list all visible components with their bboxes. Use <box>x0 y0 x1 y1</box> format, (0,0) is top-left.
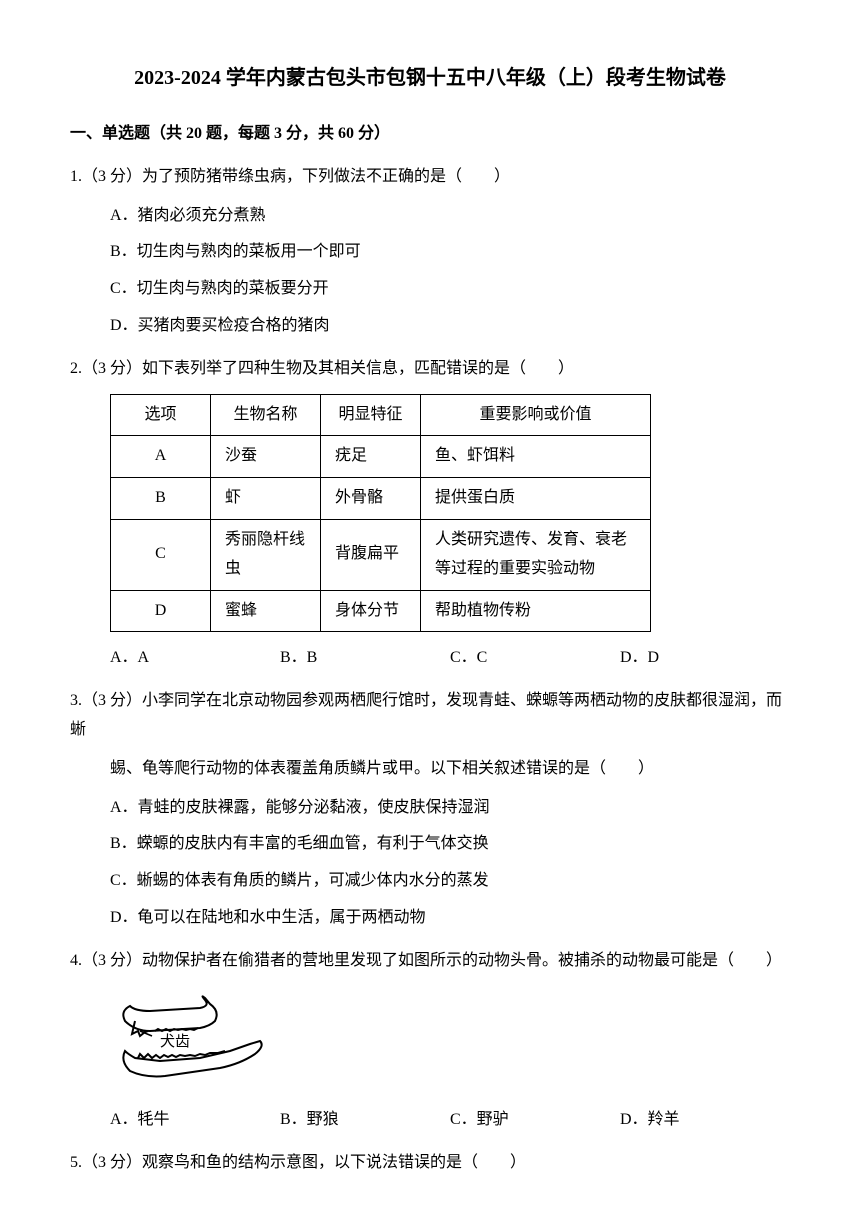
q2-table: 选项 生物名称 明显特征 重要影响或价值 A 沙蚕 疣足 鱼、虾饵料 B 虾 外… <box>110 394 651 633</box>
skull-icon: 犬齿 <box>110 986 290 1086</box>
question-text: 4.（3 分）动物保护者在偷猎者的营地里发现了如图所示的动物头骨。被捕杀的动物最… <box>70 947 790 976</box>
table-cell: 提供蛋白质 <box>421 478 651 520</box>
option-c: C．切生肉与熟肉的菜板要分开 <box>110 275 790 304</box>
option-a: A．青蛙的皮肤裸露，能够分泌黏液，使皮肤保持湿润 <box>110 794 790 823</box>
table-cell: 帮助植物传粉 <box>421 590 651 632</box>
option-c: C．野驴 <box>450 1106 620 1135</box>
question-text-line1: 3.（3 分）小李同学在北京动物园参观两栖爬行馆时，发现青蛙、蝾螈等两栖动物的皮… <box>70 687 790 745</box>
table-cell: 沙蚕 <box>211 436 321 478</box>
table-row: A 沙蚕 疣足 鱼、虾饵料 <box>111 436 651 478</box>
table-cell: 疣足 <box>321 436 421 478</box>
option-a: A．猪肉必须充分煮熟 <box>110 202 790 231</box>
table-header: 选项 <box>111 394 211 436</box>
question-text: 5.（3 分）观察鸟和鱼的结构示意图，以下说法错误的是（ ） <box>70 1149 790 1178</box>
table-row: D 蜜蜂 身体分节 帮助植物传粉 <box>111 590 651 632</box>
option-c: C．蜥蜴的体表有角质的鳞片，可减少体内水分的蒸发 <box>110 867 790 896</box>
question-5: 5.（3 分）观察鸟和鱼的结构示意图，以下说法错误的是（ ） <box>70 1149 790 1178</box>
option-a: A．牦牛 <box>110 1106 280 1135</box>
table-cell: A <box>111 436 211 478</box>
table-header-row: 选项 生物名称 明显特征 重要影响或价值 <box>111 394 651 436</box>
option-d: D．D <box>620 644 790 673</box>
table-header: 明显特征 <box>321 394 421 436</box>
question-1: 1.（3 分）为了预防猪带绦虫病，下列做法不正确的是（ ） A．猪肉必须充分煮熟… <box>70 163 790 341</box>
exam-title: 2023-2024 学年内蒙古包头市包钢十五中八年级（上）段考生物试卷 <box>70 60 790 96</box>
option-c: C．C <box>450 644 620 673</box>
option-b: B．野狼 <box>280 1106 450 1135</box>
table-cell: C <box>111 519 211 590</box>
question-text-line2: 蜴、龟等爬行动物的体表覆盖角质鳞片或甲。以下相关叙述错误的是（ ） <box>110 755 790 784</box>
table-cell: 外骨骼 <box>321 478 421 520</box>
table-cell: 身体分节 <box>321 590 421 632</box>
option-b: B．B <box>280 644 450 673</box>
skull-diagram: 犬齿 <box>110 986 790 1097</box>
table-row: B 虾 外骨骼 提供蛋白质 <box>111 478 651 520</box>
table-cell: 背腹扁平 <box>321 519 421 590</box>
option-d: D．买猪肉要买检疫合格的猪肉 <box>110 312 790 341</box>
table-cell: 蜜蜂 <box>211 590 321 632</box>
skull-label: 犬齿 <box>160 1033 190 1050</box>
question-2: 2.（3 分）如下表列举了四种生物及其相关信息，匹配错误的是（ ） 选项 生物名… <box>70 355 790 673</box>
table-row: C 秀丽隐杆线虫 背腹扁平 人类研究遗传、发育、衰老等过程的重要实验动物 <box>111 519 651 590</box>
table-cell: 秀丽隐杆线虫 <box>211 519 321 590</box>
options-row: A．A B．B C．C D．D <box>110 644 790 673</box>
table-cell: 人类研究遗传、发育、衰老等过程的重要实验动物 <box>421 519 651 590</box>
question-text: 1.（3 分）为了预防猪带绦虫病，下列做法不正确的是（ ） <box>70 163 790 192</box>
question-3: 3.（3 分）小李同学在北京动物园参观两栖爬行馆时，发现青蛙、蝾螈等两栖动物的皮… <box>70 687 790 933</box>
option-b: B．蝾螈的皮肤内有丰富的毛细血管，有利于气体交换 <box>110 830 790 859</box>
table-cell: B <box>111 478 211 520</box>
question-4: 4.（3 分）动物保护者在偷猎者的营地里发现了如图所示的动物头骨。被捕杀的动物最… <box>70 947 790 1135</box>
table-cell: 鱼、虾饵料 <box>421 436 651 478</box>
table-header: 生物名称 <box>211 394 321 436</box>
options-row: A．牦牛 B．野狼 C．野驴 D．羚羊 <box>110 1106 790 1135</box>
table-cell: D <box>111 590 211 632</box>
section-header: 一、单选题（共 20 题，每题 3 分，共 60 分） <box>70 120 790 149</box>
question-text: 2.（3 分）如下表列举了四种生物及其相关信息，匹配错误的是（ ） <box>70 355 790 384</box>
option-d: D．羚羊 <box>620 1106 790 1135</box>
option-a: A．A <box>110 644 280 673</box>
option-d: D．龟可以在陆地和水中生活，属于两栖动物 <box>110 904 790 933</box>
option-b: B．切生肉与熟肉的菜板用一个即可 <box>110 238 790 267</box>
table-header: 重要影响或价值 <box>421 394 651 436</box>
table-cell: 虾 <box>211 478 321 520</box>
